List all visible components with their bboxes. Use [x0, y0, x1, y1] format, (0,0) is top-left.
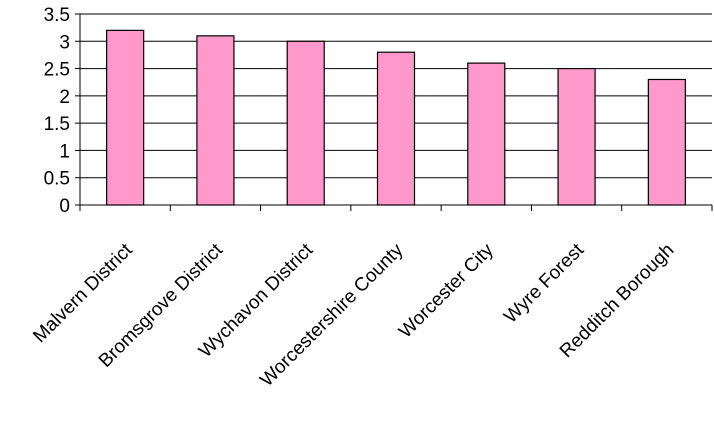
x-tick-label: Wyre Forest — [500, 239, 588, 327]
y-tick-label: 1 — [59, 141, 70, 162]
x-tick-label: Worcester City — [395, 239, 498, 342]
axes — [75, 13, 713, 211]
y-tick-label: 1.5 — [44, 114, 70, 135]
y-tick-labels: 0 0.5 1 1.5 2 2.5 3 3.5 — [44, 5, 70, 217]
bar-2 — [286, 40, 325, 206]
y-tick-label: 0 — [59, 196, 70, 217]
y-tick-label: 0.5 — [44, 169, 70, 190]
y-tick-label: 3.5 — [44, 5, 70, 26]
bar-5 — [557, 67, 596, 206]
bar-6 — [647, 78, 686, 206]
bar-3 — [376, 51, 416, 206]
bars — [106, 29, 686, 206]
y-tick-label: 2.5 — [44, 60, 70, 81]
y-tick-label: 2 — [59, 87, 70, 108]
bar-4 — [467, 62, 506, 206]
y-tick-label: 3 — [59, 32, 70, 53]
bar-1 — [196, 35, 235, 206]
bar-0 — [106, 29, 145, 206]
